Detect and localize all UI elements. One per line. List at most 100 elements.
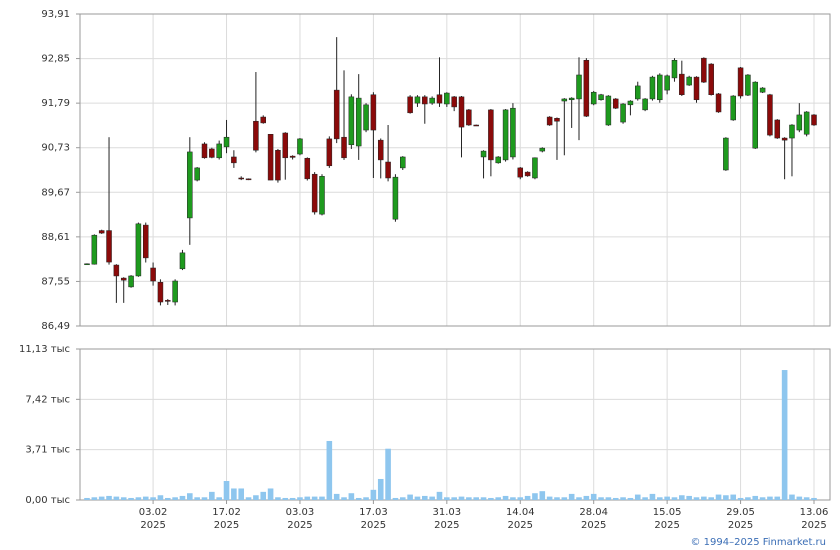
volume-bar — [113, 496, 120, 500]
volume-bar — [370, 489, 377, 500]
volume-bar — [554, 497, 560, 500]
x-tick-label: 29.05 2025 — [726, 507, 755, 531]
candle-body — [657, 74, 663, 101]
candle-body — [517, 167, 524, 178]
candle-body — [436, 94, 443, 104]
candle-body — [789, 124, 795, 139]
volume-bar — [789, 494, 795, 500]
volume-bar — [576, 497, 582, 500]
candle-body — [113, 264, 120, 277]
volume-bar — [605, 497, 612, 500]
volume-bar — [319, 496, 325, 500]
volume-bar — [458, 496, 465, 500]
candle-body — [524, 171, 531, 177]
volume-bar — [715, 494, 722, 500]
volume-bar — [745, 497, 751, 500]
candle-body — [341, 136, 347, 159]
volume-bar — [414, 496, 421, 500]
volume-bar — [407, 494, 413, 500]
candle-body — [605, 95, 612, 126]
candle-body — [458, 96, 465, 128]
volume-bar — [429, 496, 435, 500]
x-tick-label: 03.03 2025 — [286, 507, 315, 531]
volume-bar — [598, 497, 604, 500]
y-tick-label: 86,49 — [41, 321, 70, 332]
volume-bar — [634, 494, 641, 500]
candle-body — [333, 89, 340, 140]
candle-body — [730, 95, 736, 121]
y-tick-label: 92,85 — [41, 54, 70, 65]
candle-body — [664, 75, 670, 91]
candle-body — [627, 100, 634, 106]
candle-body — [561, 98, 568, 102]
candle-body — [781, 137, 788, 141]
volume-bar — [194, 497, 200, 500]
volume-bar — [341, 497, 347, 500]
volume-bar — [392, 497, 399, 500]
volume-bar — [444, 497, 450, 500]
volume-bar — [803, 497, 810, 500]
candle-body — [796, 114, 803, 131]
x-tick-label: 13.06 2025 — [800, 507, 829, 531]
volume-bar — [91, 497, 98, 500]
volume-bar — [187, 493, 193, 500]
candle-body — [231, 156, 237, 164]
volume-bar — [179, 495, 186, 500]
x-tick-label: 14.04 2025 — [506, 507, 535, 531]
volume-bar — [561, 497, 568, 500]
candle-body — [165, 300, 171, 302]
candle-body — [275, 149, 281, 181]
candle-body — [297, 138, 303, 155]
candle-body — [289, 155, 296, 158]
volume-bar — [150, 497, 156, 500]
candle-body — [363, 104, 369, 131]
volume-bar — [238, 488, 245, 500]
volume-bar — [701, 496, 707, 500]
candle-body — [260, 116, 266, 124]
candle-body — [745, 74, 751, 96]
volume-bar — [620, 497, 626, 500]
volume-bar — [583, 495, 590, 500]
volume-bar — [796, 496, 803, 500]
y-tick-label: 93,91 — [41, 9, 70, 20]
candle-body — [223, 136, 230, 148]
x-tick-label: 03.02 2025 — [139, 507, 168, 531]
candle-body — [128, 275, 134, 288]
candle-body — [267, 134, 274, 181]
candle-body — [451, 96, 457, 108]
volume-bar — [348, 493, 355, 500]
volume-bar — [377, 478, 384, 500]
volume-bar — [231, 488, 237, 500]
x-tick-label: 17.03 2025 — [359, 507, 388, 531]
candle-body — [98, 230, 105, 234]
candle-body — [803, 111, 810, 135]
volume-bar — [532, 493, 538, 500]
y-tick-label: 87,55 — [41, 276, 70, 287]
candle-body — [429, 97, 435, 104]
candle-body — [304, 157, 311, 180]
volume-bar — [436, 491, 443, 500]
volume-bar — [759, 497, 766, 500]
volume-bar — [172, 497, 178, 500]
volume-bar — [289, 497, 296, 500]
candle-body — [649, 76, 656, 100]
candle-body — [179, 252, 186, 270]
candle-body — [583, 60, 590, 117]
candle-body — [106, 230, 112, 263]
candle-body — [635, 85, 641, 100]
volume-bar — [781, 370, 788, 500]
candle-body — [392, 176, 399, 220]
volume-bar — [201, 497, 208, 500]
volume-bar — [767, 496, 773, 500]
plot-frame — [79, 348, 831, 501]
candle-body — [348, 96, 355, 146]
candle-body — [811, 114, 817, 126]
candle-body — [510, 107, 516, 158]
volume-bar — [157, 495, 164, 500]
candle-body — [590, 91, 597, 105]
candle-body — [774, 119, 781, 139]
volume-bar — [488, 497, 494, 500]
x-tick-label: 28.04 2025 — [579, 507, 608, 531]
